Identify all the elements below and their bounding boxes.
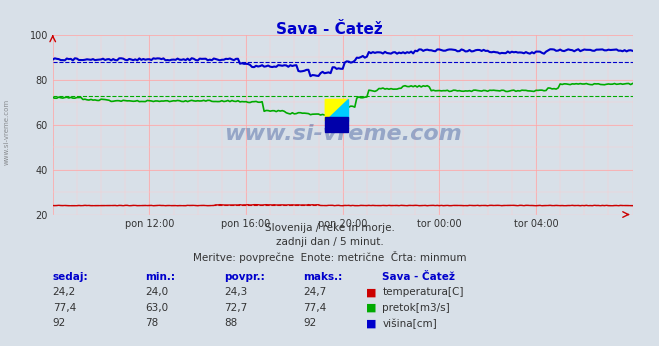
Text: 77,4: 77,4 bbox=[53, 303, 76, 313]
Text: 88: 88 bbox=[224, 318, 237, 328]
Text: Sava - Čatež: Sava - Čatež bbox=[276, 22, 383, 37]
Text: 78: 78 bbox=[145, 318, 158, 328]
Text: min.:: min.: bbox=[145, 272, 175, 282]
Text: Sava - Čatež: Sava - Čatež bbox=[382, 272, 455, 282]
Text: maks.:: maks.: bbox=[303, 272, 343, 282]
Text: zadnji dan / 5 minut.: zadnji dan / 5 minut. bbox=[275, 237, 384, 247]
Text: sedaj:: sedaj: bbox=[53, 272, 88, 282]
Text: ■: ■ bbox=[366, 287, 376, 297]
Text: pretok[m3/s]: pretok[m3/s] bbox=[382, 303, 450, 313]
Text: ■: ■ bbox=[366, 318, 376, 328]
Text: 24,0: 24,0 bbox=[145, 287, 168, 297]
Polygon shape bbox=[326, 99, 349, 121]
Polygon shape bbox=[326, 99, 349, 121]
Bar bbox=[326, 117, 349, 132]
Text: temperatura[C]: temperatura[C] bbox=[382, 287, 464, 297]
Text: Slovenija / reke in morje.: Slovenija / reke in morje. bbox=[264, 223, 395, 233]
Text: višina[cm]: višina[cm] bbox=[382, 318, 437, 329]
Text: 24,7: 24,7 bbox=[303, 287, 326, 297]
Text: Meritve: povprečne  Enote: metrične  Črta: minmum: Meritve: povprečne Enote: metrične Črta:… bbox=[192, 251, 467, 263]
Text: 24,3: 24,3 bbox=[224, 287, 247, 297]
Text: 24,2: 24,2 bbox=[53, 287, 76, 297]
Text: 72,7: 72,7 bbox=[224, 303, 247, 313]
Text: 92: 92 bbox=[303, 318, 316, 328]
Text: povpr.:: povpr.: bbox=[224, 272, 265, 282]
Text: 77,4: 77,4 bbox=[303, 303, 326, 313]
Text: 63,0: 63,0 bbox=[145, 303, 168, 313]
Text: ■: ■ bbox=[366, 303, 376, 313]
Text: 92: 92 bbox=[53, 318, 66, 328]
Text: www.si-vreme.com: www.si-vreme.com bbox=[224, 124, 461, 144]
Text: www.si-vreme.com: www.si-vreme.com bbox=[3, 98, 9, 165]
